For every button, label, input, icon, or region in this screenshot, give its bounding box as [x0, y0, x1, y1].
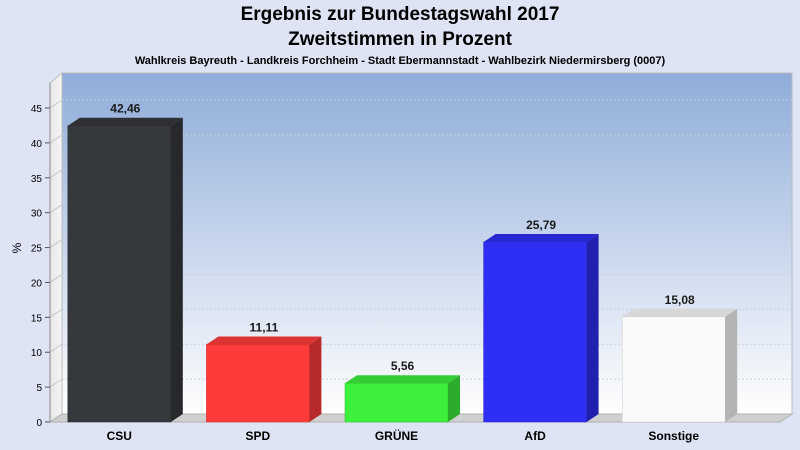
y-tick-label: 45 [31, 104, 43, 115]
bar-front [67, 125, 172, 423]
y-tick-label: 30 [31, 209, 43, 220]
gridline-side [49, 99, 63, 109]
bar-side [170, 117, 183, 422]
gridline-side [49, 308, 63, 318]
bar-side [448, 375, 460, 422]
data-label: 5,56 [391, 359, 415, 373]
gridline-side [49, 274, 63, 283]
bar-top [345, 375, 460, 384]
bar-front [344, 382, 449, 423]
bar-side [725, 308, 738, 422]
bar-top [622, 308, 738, 317]
gridline-side [49, 134, 63, 144]
bar-top [206, 336, 322, 345]
x-tick-label: CSU [107, 429, 132, 443]
bar [621, 308, 738, 423]
chart-side-wall [49, 71, 63, 423]
gridline-side [49, 378, 63, 388]
bar-side [309, 336, 322, 422]
data-label: 42,46 [110, 102, 140, 116]
gridline-side [49, 204, 63, 214]
bar-front [206, 344, 310, 423]
bar-top [483, 234, 599, 243]
chart-title: Ergebnis zur Bundestagswahl 2017 [240, 4, 560, 25]
y-tick-label: 25 [31, 244, 43, 255]
x-tick-label: Sonstige [648, 429, 699, 443]
y-tick-label: 35 [31, 174, 43, 185]
chart-title-line2: Zweitstimmen in Prozent [288, 29, 512, 50]
y-tick-label: 10 [31, 348, 43, 359]
data-label: 15,08 [665, 293, 695, 307]
gridline-side [49, 343, 63, 353]
x-tick-label: AfD [524, 429, 546, 443]
x-tick-label: SPD [246, 429, 271, 443]
chart-subtitle: Wahlkreis Bayreuth - Landkreis Forchheim… [134, 55, 666, 67]
bar [344, 375, 460, 423]
data-label: 11,11 [250, 320, 279, 334]
bar-top [67, 117, 183, 126]
y-axis-label: % [10, 242, 24, 253]
bar [483, 234, 599, 423]
bar-side [586, 234, 599, 422]
y-tick-label: 5 [36, 383, 42, 394]
bar [206, 336, 322, 423]
bar [67, 117, 183, 423]
y-tick-label: 40 [31, 139, 43, 150]
y-tick-label: 0 [36, 418, 42, 429]
y-tick-label: 20 [31, 278, 43, 289]
bar-front [621, 316, 726, 423]
x-tick-label: GRÜNE [375, 428, 418, 443]
gridline-side [49, 169, 63, 179]
gridline-side [49, 239, 63, 248]
y-tick-label: 15 [31, 313, 43, 324]
data-label: 25,79 [526, 218, 556, 232]
bar-front [483, 241, 587, 423]
